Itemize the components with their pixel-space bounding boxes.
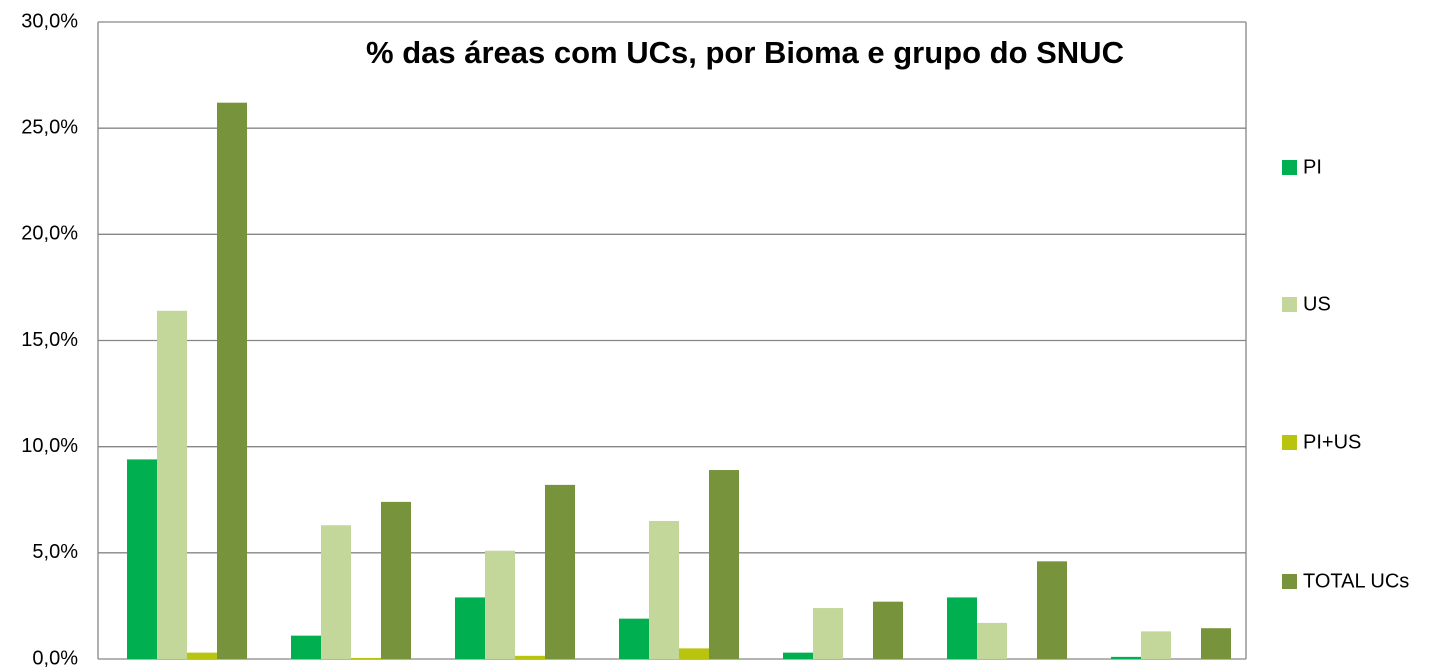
bar [679,648,709,659]
bar [515,655,545,659]
bar [619,618,649,659]
legend-label: TOTAL UCs [1303,570,1409,592]
y-tick-label: 10,0% [21,435,78,457]
y-tick-label: 5,0% [32,541,78,563]
y-tick-label: 20,0% [21,223,78,245]
bar [455,597,485,659]
legend-swatch [1282,435,1297,450]
bar [1111,656,1141,659]
legend-swatch [1282,574,1297,589]
bar [783,652,813,659]
bar [187,652,217,659]
bar [1037,561,1067,659]
y-tick-label: 25,0% [21,116,78,138]
bar [709,470,739,659]
legend-swatch [1282,160,1297,175]
legend-label: PI [1303,156,1322,178]
bar [1141,631,1171,659]
bar [485,550,515,659]
bar [127,459,157,659]
bar [977,622,1007,659]
bar [157,310,187,659]
chart-title: % das áreas com UCs, por Bioma e grupo d… [366,35,1124,70]
bar [873,601,903,659]
bar [649,520,679,659]
legend-label: US [1303,293,1331,315]
bar [217,102,247,660]
bar [321,525,351,659]
y-tick-label: 15,0% [21,329,78,351]
bar [545,484,575,659]
bar [813,608,843,659]
legend-label: PI+US [1303,431,1361,453]
bar [381,501,411,659]
y-tick-label: 0,0% [32,647,78,668]
y-tick-label: 30,0% [21,10,78,32]
legend-swatch [1282,297,1297,312]
bar [1201,628,1231,659]
bar [947,597,977,659]
bar [291,635,321,659]
bar [351,657,381,659]
